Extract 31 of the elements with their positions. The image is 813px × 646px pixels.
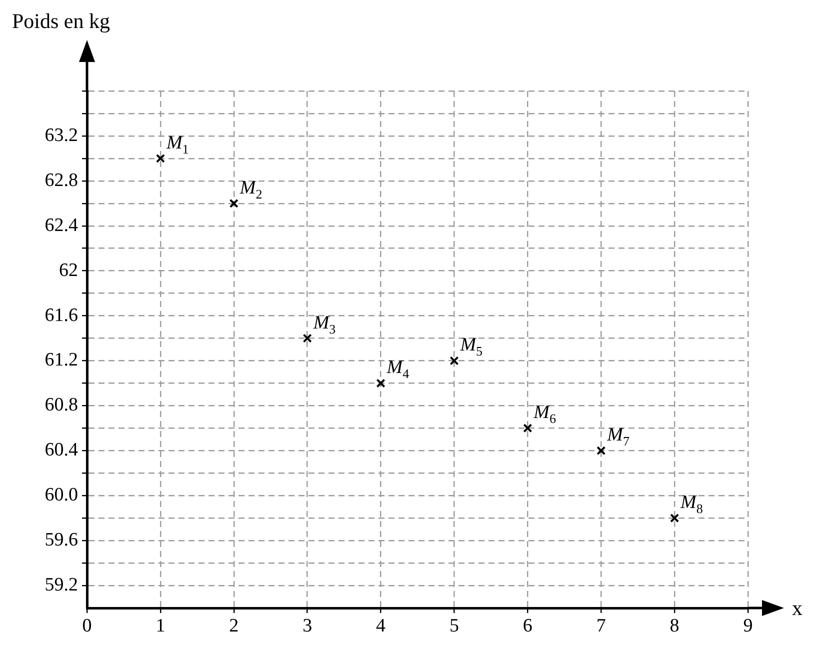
point bbox=[596, 446, 606, 456]
y-tick-label: 60.8 bbox=[44, 394, 78, 416]
y-tick-label: 60.0 bbox=[44, 484, 78, 506]
x-tick-label: 4 bbox=[376, 615, 386, 636]
point bbox=[302, 334, 312, 343]
y-tick-label: 62.8 bbox=[44, 170, 78, 191]
point bbox=[376, 378, 386, 388]
y-tick-label: 62.4 bbox=[44, 214, 78, 236]
point bbox=[156, 154, 165, 163]
y-tick-label: 60.4 bbox=[44, 440, 78, 461]
point bbox=[523, 424, 532, 433]
x-tick-label: 2 bbox=[229, 615, 239, 636]
point bbox=[670, 514, 680, 523]
point bbox=[229, 198, 238, 208]
y-tick-label: 61.2 bbox=[44, 350, 78, 371]
y-tick-label: 61.6 bbox=[44, 304, 78, 326]
x-tick-label: 9 bbox=[743, 615, 753, 636]
x-axis-title: x bbox=[792, 596, 803, 620]
point bbox=[450, 356, 459, 366]
y-tick-label: 59.6 bbox=[44, 530, 78, 551]
x-tick-label: 5 bbox=[449, 615, 459, 636]
y-tick-label: 59.2 bbox=[44, 574, 78, 596]
x-tick-label: 7 bbox=[596, 615, 606, 636]
x-tick-label: 1 bbox=[156, 615, 166, 636]
x-tick-label: 0 bbox=[82, 615, 92, 636]
x-tick-label: 6 bbox=[522, 615, 532, 636]
x-tick-label: 3 bbox=[302, 615, 312, 636]
y-tick-label: 63.2 bbox=[44, 124, 78, 146]
y-axis-title: Poids en kg bbox=[12, 9, 111, 33]
y-tick-label: 62 bbox=[59, 260, 78, 281]
x-tick-label: 8 bbox=[670, 615, 680, 636]
